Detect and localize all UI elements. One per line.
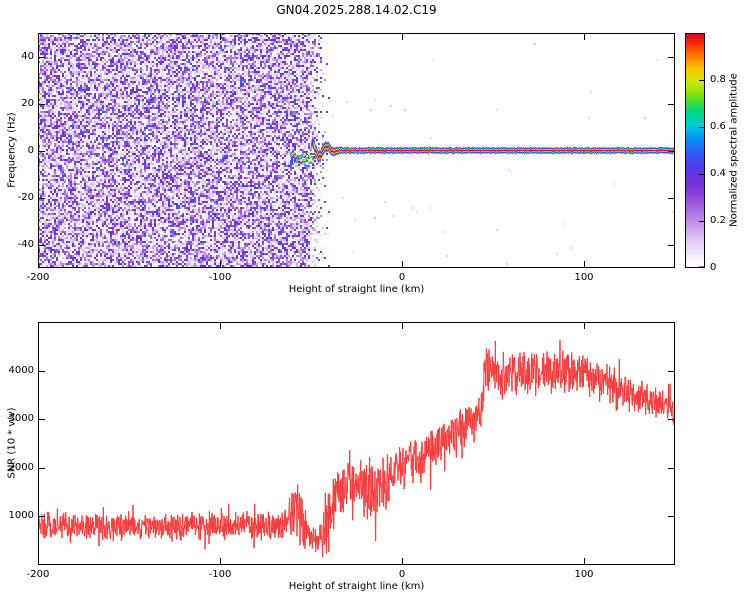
snr-x-tick-label: -200: [26, 569, 50, 580]
spectrogram-y-tick-label: 20: [21, 97, 34, 109]
colorbar-label: Normalized spectral amplitude: [728, 73, 740, 227]
spectrogram-canvas: [38, 33, 675, 268]
snr-y-tick-label: 4000: [8, 364, 34, 376]
colorbar-tick-label: 0.6: [710, 121, 726, 132]
spectrogram-x-tick-label: -200: [26, 272, 50, 283]
snr-x-tick-label: 0: [398, 569, 406, 580]
spectrogram-y-tick-label: -40: [17, 238, 34, 250]
spectrogram-x-tick-label: -100: [208, 272, 232, 283]
snr-x-tick-label: -100: [208, 569, 232, 580]
colorbar-canvas: [685, 33, 705, 268]
spectrogram-xlabel: Height of straight line (km): [288, 284, 425, 295]
spectrogram-x-tick-label: 100: [574, 272, 594, 283]
colorbar-tick-label: 0.2: [710, 215, 726, 226]
spectrogram-y-tick-label: 40: [21, 50, 34, 62]
colorbar-tick-label: 0.4: [710, 168, 726, 179]
spectrogram-y-tick-label: -20: [17, 191, 34, 203]
snr-y-tick-label: 1000: [8, 510, 34, 522]
figure-title: GN04.2025.288.14.02.C19: [276, 3, 437, 17]
snr-canvas: [38, 322, 675, 565]
snr-y-tick-label: 3000: [8, 413, 34, 425]
snr-y-tick-label: 2000: [8, 461, 34, 473]
snr-x-tick-label: 100: [574, 569, 594, 580]
snr-xlabel: Height of straight line (km): [288, 581, 425, 592]
colorbar-tick-label: 0.8: [710, 74, 726, 85]
spectrogram-y-tick-label: 0: [27, 144, 34, 156]
colorbar-tick-label: 0: [710, 262, 717, 273]
spectrogram-x-tick-label: 0: [398, 272, 406, 283]
